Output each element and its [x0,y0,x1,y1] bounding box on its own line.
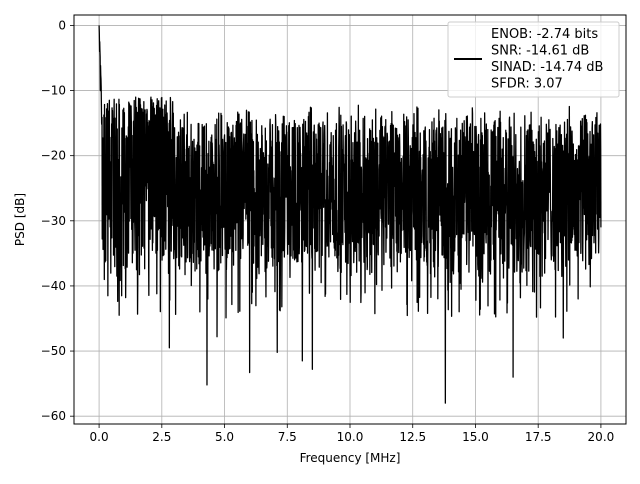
series-layer [98,25,602,404]
legend: ENOB: -2.74 bits SNR: -14.61 dB SINAD: -… [447,21,620,98]
legend-sinad: SINAD: -14.74 dB [491,60,603,75]
x-tick-label: 2.5 [152,430,171,444]
legend-enob: ENOB: -2.74 bits [491,27,598,42]
y-tick-label: −40 [41,279,66,293]
y-tick-label: −30 [41,214,66,228]
x-tick-label: 12.5 [399,430,426,444]
x-tick-label: 5.0 [215,430,234,444]
x-tick-label: 7.5 [278,430,297,444]
y-tick-label: 0 [58,18,66,32]
y-tick-label: −20 [41,149,66,163]
x-tick-label: 17.5 [525,430,552,444]
tick-layer: 0.0 2.5 5.0 7.5 10.0 12.5 15.0 17.5 20.0 0 −10 −20 −… [41,18,615,444]
x-tick-label: 20.0 [588,430,615,444]
legend-box [447,21,620,98]
legend-sfdr: SFDR: 3.07 [491,77,563,92]
y-axis-label: PSD [dB] [13,193,27,246]
x-tick-label: 10.0 [337,430,364,444]
x-tick-label: 0.0 [90,430,109,444]
psd-series-line [98,25,602,404]
x-tick-label: 15.0 [462,430,489,444]
legend-snr: SNR: -14.61 dB [491,44,589,59]
x-axis-label: Frequency [MHz] [300,451,401,465]
y-tick-label: −50 [41,344,66,358]
y-tick-label: −60 [41,409,66,423]
y-tick-label: −10 [41,84,66,98]
